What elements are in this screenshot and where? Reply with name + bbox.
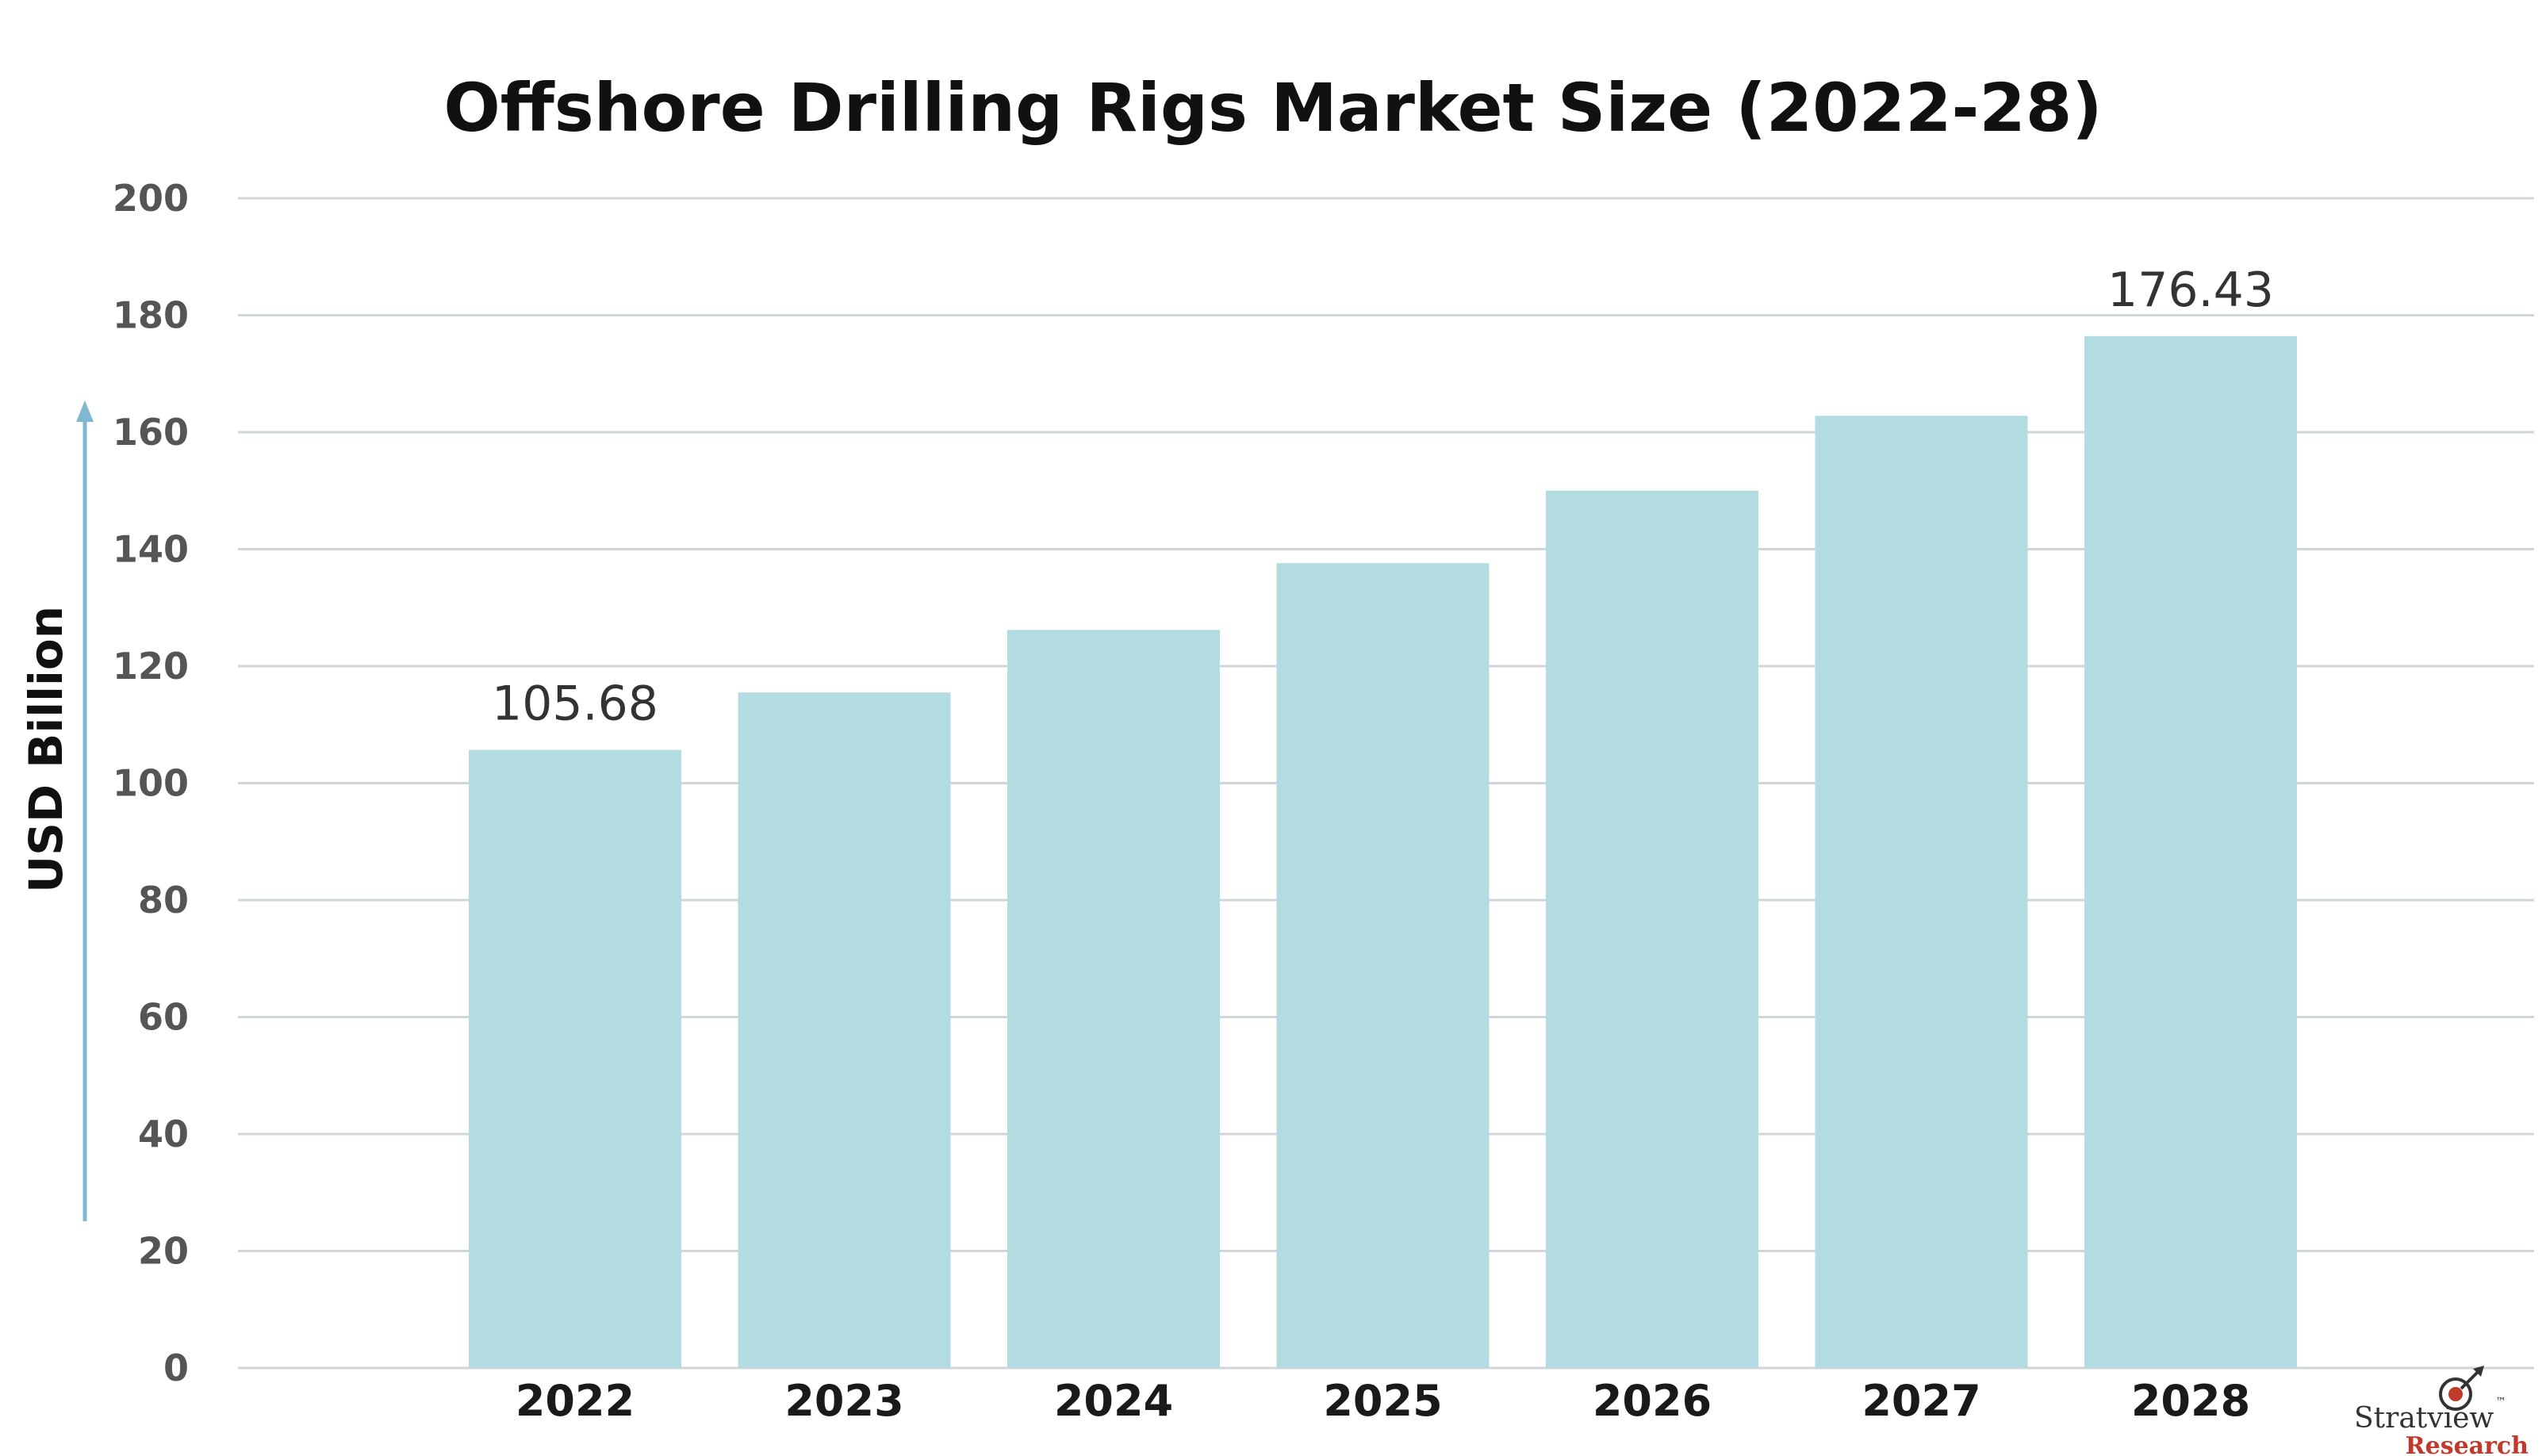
y-tick-label: 0 [163,1347,189,1389]
y-tick-label: 40 [138,1113,189,1155]
bar-2025 [1276,563,1490,1368]
logo-name: Stratview [2354,1402,2494,1435]
bar-2026 [1546,490,1758,1368]
bar-2022 [469,749,681,1368]
y-tick-label: 200 [113,177,189,220]
x-tick-label: 2023 [784,1376,903,1426]
y-tick-label: 140 [113,528,189,571]
x-tick-label: 2025 [1323,1376,1442,1426]
x-tick-label: 2022 [516,1376,635,1426]
chart-title: Offshore Drilling Rigs Market Size (2022… [443,69,2102,147]
y-axis-ticks: 0 20 40 60 80 100 120 140 160 180 200 [113,177,189,1389]
data-label-2028: 176.43 [2107,262,2274,318]
y-axis-label: USD Billion [19,606,73,893]
bar-2027 [1815,416,2028,1368]
logo-sub: Research [2406,1432,2529,1456]
x-tick-label: 2027 [1862,1376,1980,1426]
x-tick-label: 2024 [1054,1376,1173,1426]
y-tick-label: 20 [138,1230,189,1273]
data-label-2022: 105.68 [492,676,658,732]
y-axis-arrow [76,400,94,1221]
bar-2024 [1007,630,1220,1368]
bar-2023 [738,692,951,1368]
logo-emblem-icon [2439,1366,2484,1411]
y-tick-label: 180 [113,294,189,337]
y-tick-label: 100 [113,762,189,805]
x-axis-ticks: 2022 2023 2024 2025 2026 2027 2028 [516,1376,2250,1426]
logo-tm: ™ [2495,1396,2506,1408]
y-tick-label: 160 [113,411,189,454]
stratview-logo: Stratview ™ Research [2354,1366,2529,1456]
y-tick-label: 60 [138,996,189,1039]
y-tick-label: 120 [113,645,189,688]
y-tick-label: 80 [138,879,189,921]
data-labels: 105.68 176.43 [492,262,2274,732]
bar-2028 [2084,335,2297,1368]
x-tick-label: 2026 [1593,1376,1712,1426]
x-tick-label: 2028 [2131,1376,2250,1426]
bars [469,335,2297,1368]
